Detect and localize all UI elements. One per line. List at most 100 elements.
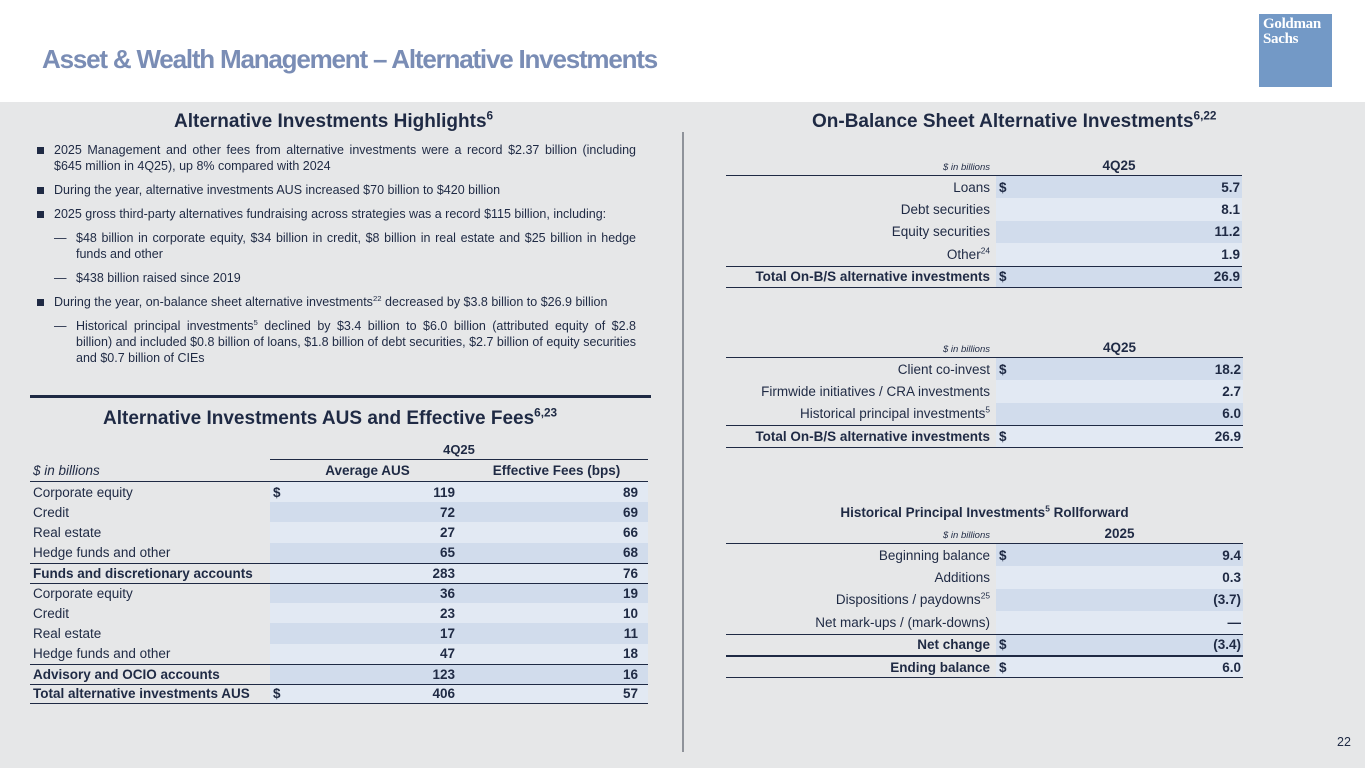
aus-cell: 27 [270, 522, 465, 543]
row-label: Debt securities [726, 202, 996, 217]
table-row: Additions 0.3 [726, 566, 1243, 589]
fees-value: 68 [465, 542, 648, 563]
row-label: Equity securities [726, 224, 996, 239]
aus-value: 283 [432, 565, 455, 581]
footnote-ref: 5 [985, 404, 990, 415]
aus-value: 123 [432, 666, 455, 682]
currency-symbol: $ [999, 547, 1007, 563]
aus-value: 406 [432, 686, 455, 702]
row-value: 5.7 [1221, 179, 1240, 195]
currency-symbol: $ [999, 179, 1007, 195]
table-row: Net mark-ups / (mark-downs) — [726, 611, 1243, 634]
row-value: 6.0 [1222, 406, 1241, 422]
table-row: Other24 1.9 [726, 243, 1242, 266]
aus-cell: $119 [270, 482, 465, 503]
section-divider [30, 395, 651, 398]
table-row: Credit 23 10 [30, 603, 648, 624]
row-label: Credit [33, 605, 70, 621]
row-value: 9.4 [1222, 547, 1241, 563]
dash-icon: — [54, 271, 67, 285]
aus-cell: 47 [270, 643, 465, 664]
aus-cell: 65 [270, 542, 465, 563]
table-row: Total On-B/S alternative investments $26.… [726, 425, 1243, 448]
aus-cell: $406 [270, 684, 465, 704]
value-cell: $9.4 [996, 544, 1243, 567]
table-row: Equity securities 11.2 [726, 220, 1242, 244]
period-header: 2025 [1104, 526, 1135, 541]
column-header-row: $ in billions Average AUS Effective Fees… [30, 460, 648, 482]
value-cell: $5.7 [996, 176, 1242, 199]
row-label: Credit [33, 504, 70, 520]
rollforward-title: Historical Principal Investments5 Rollfo… [840, 503, 1129, 520]
table-header: $ in billions 4Q25 [726, 340, 1243, 358]
table-row: Historical principal investments5 6.0 [726, 402, 1243, 426]
table-row: Real estate 17 11 [30, 623, 648, 644]
period-header: 4Q25 [1102, 340, 1137, 355]
table-row: Beginning balance $9.4 [726, 544, 1243, 567]
aus-cell: 23 [270, 603, 465, 624]
row-value: — [1227, 614, 1242, 630]
row-label-text: Total On-B/S alternative investments [755, 269, 990, 285]
table-row: Total On-B/S alternative investments $26.… [726, 265, 1242, 288]
row-label: Total On-B/S alternative investments [726, 269, 996, 284]
value-cell: $6.0 [996, 656, 1243, 678]
bullet-square-icon [37, 142, 44, 158]
table-row: Dispositions / paydowns25 (3.7) [726, 588, 1243, 612]
table-row: Corporate equity 36 19 [30, 582, 648, 604]
row-value: 26.9 [1213, 269, 1240, 285]
row-label-text: Net change [917, 637, 990, 653]
table-row: Funds and discretionary accounts 283 76 [30, 562, 648, 583]
row-value: 18.2 [1214, 361, 1241, 377]
period-header: 4Q25 [1102, 158, 1136, 173]
aus-cell: 283 [270, 563, 465, 583]
dash-icon: — [54, 231, 67, 245]
row-value: 26.9 [1214, 428, 1241, 444]
table-row: Real estate 27 66 [30, 522, 648, 543]
row-value: 2.7 [1222, 384, 1241, 400]
list-subitem: — Historical principal investments5 decli… [54, 317, 636, 365]
table-row: Ending balance $6.0 [726, 655, 1243, 679]
aus-value: 17 [439, 625, 455, 641]
row-label: Funds and discretionary accounts [33, 565, 253, 581]
aus-cell: 36 [270, 583, 465, 604]
row-value: (3.7) [1213, 592, 1241, 608]
row-label: Corporate equity [33, 484, 133, 500]
row-label: Dispositions / paydowns25 [726, 592, 996, 608]
fees-value: 11 [465, 623, 648, 644]
row-label-text: Client co-invest [897, 361, 990, 377]
table-row: Net change $ (3.4) [726, 633, 1243, 656]
row-label: Ending balance [726, 660, 996, 675]
unit-label: $ in billions [943, 530, 990, 541]
table-row: Advisory and OCIO accounts 123 16 [30, 663, 648, 684]
col-average-aus: Average AUS [325, 463, 410, 478]
row-label-text: Additions [934, 570, 990, 586]
list-subitem: — $48 billion in corporate equity, $34 bi… [54, 231, 636, 261]
footnote-ref: 24 [980, 245, 990, 256]
list-item: During the year, on-balance sheet altern… [34, 294, 636, 310]
fees-value: 18 [465, 643, 648, 664]
row-label-text: Firmwide initiatives / CRA investments [761, 384, 990, 400]
row-label: Additions [726, 570, 996, 585]
aus-cell: 17 [270, 623, 465, 644]
highlights-list: 2025 Management and other fees from alte… [34, 142, 636, 374]
row-label-text: Ending balance [890, 659, 990, 675]
fees-value: 69 [465, 502, 648, 523]
aus-value: 65 [439, 545, 455, 561]
header-bar [0, 0, 1365, 102]
page-title: Asset & Wealth Management – Alternative … [42, 44, 658, 74]
rollforward-table: $ in billions 2025 Beginning balance $9.4 Ad… [726, 526, 1243, 679]
currency-symbol: $ [999, 361, 1007, 377]
value-cell: $26.9 [996, 426, 1243, 447]
obs-table-2: $ in billions 4Q25 Client co-invest $18.2 Fi… [726, 340, 1243, 448]
list-item: 2025 Management and other fees from alte… [34, 142, 636, 174]
list-subitem: — $438 billion raised since 2019 [54, 271, 241, 285]
row-label: Total alternative investments AUS [33, 686, 250, 702]
unit-label: $ in billions [943, 162, 990, 173]
value-cell: — [996, 611, 1243, 634]
row-value: 0.3 [1222, 570, 1241, 586]
row-label: Loans [726, 180, 996, 195]
row-label-text: Debt securities [900, 202, 990, 218]
row-label: Hedge funds and other [33, 545, 171, 561]
row-label: Firmwide initiatives / CRA investments [726, 384, 996, 399]
row-label-text: Other [946, 246, 981, 262]
